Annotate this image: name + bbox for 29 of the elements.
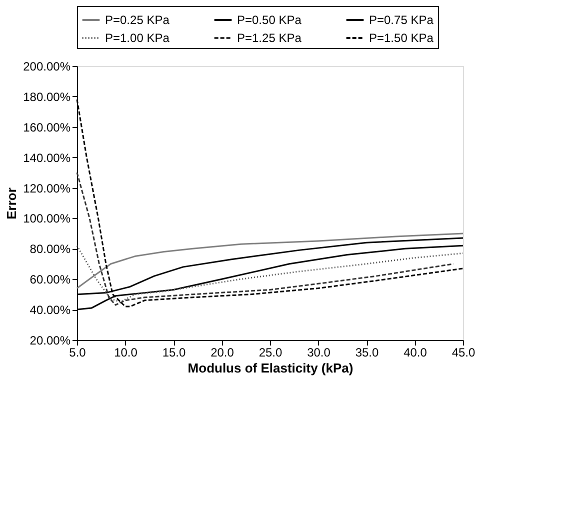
legend-label: P=0.50 KPa <box>237 13 302 27</box>
y-tick-label: 200.00% <box>23 60 71 74</box>
legend-label: P=0.25 KPa <box>105 13 170 27</box>
y-tick-label: 140.00% <box>23 150 71 165</box>
x-tick-label: 20.0 <box>210 346 234 360</box>
x-tick-label: 40.0 <box>404 346 428 360</box>
legend-label: P=1.00 KPa <box>105 31 170 45</box>
x-tick-label: 10.0 <box>114 346 138 360</box>
legend-label: P=1.25 KPa <box>237 31 302 45</box>
x-tick-label: 15.0 <box>162 346 186 360</box>
y-tick-label: 180.00% <box>23 90 71 104</box>
x-tick-label: 35.0 <box>355 346 379 360</box>
y-tick-label: 160.00% <box>23 120 71 134</box>
y-tick-label: 60.00% <box>30 272 71 287</box>
x-tick-label: 30.0 <box>307 346 331 360</box>
legend-label: P=1.50 KPa <box>369 31 434 45</box>
legend-label: P=0.75 KPa <box>369 13 434 27</box>
x-tick-label: 25.0 <box>258 346 282 360</box>
line-series <box>76 232 464 289</box>
x-tick-label: 5.0 <box>69 346 86 360</box>
line-series <box>76 172 454 306</box>
y-tick-label: 40.00% <box>30 303 71 318</box>
y-tick-label: 100.00% <box>23 212 71 226</box>
y-tick-label: 80.00% <box>30 242 71 256</box>
x-axis-title: Modulus of Elasticity (kPa) <box>188 360 354 376</box>
y-tick-label: 20.00% <box>30 334 71 348</box>
y-axis-title: Error <box>4 188 20 220</box>
x-tick-label: 45.0 <box>452 346 476 360</box>
y-tick-label: 120.00% <box>23 181 71 196</box>
